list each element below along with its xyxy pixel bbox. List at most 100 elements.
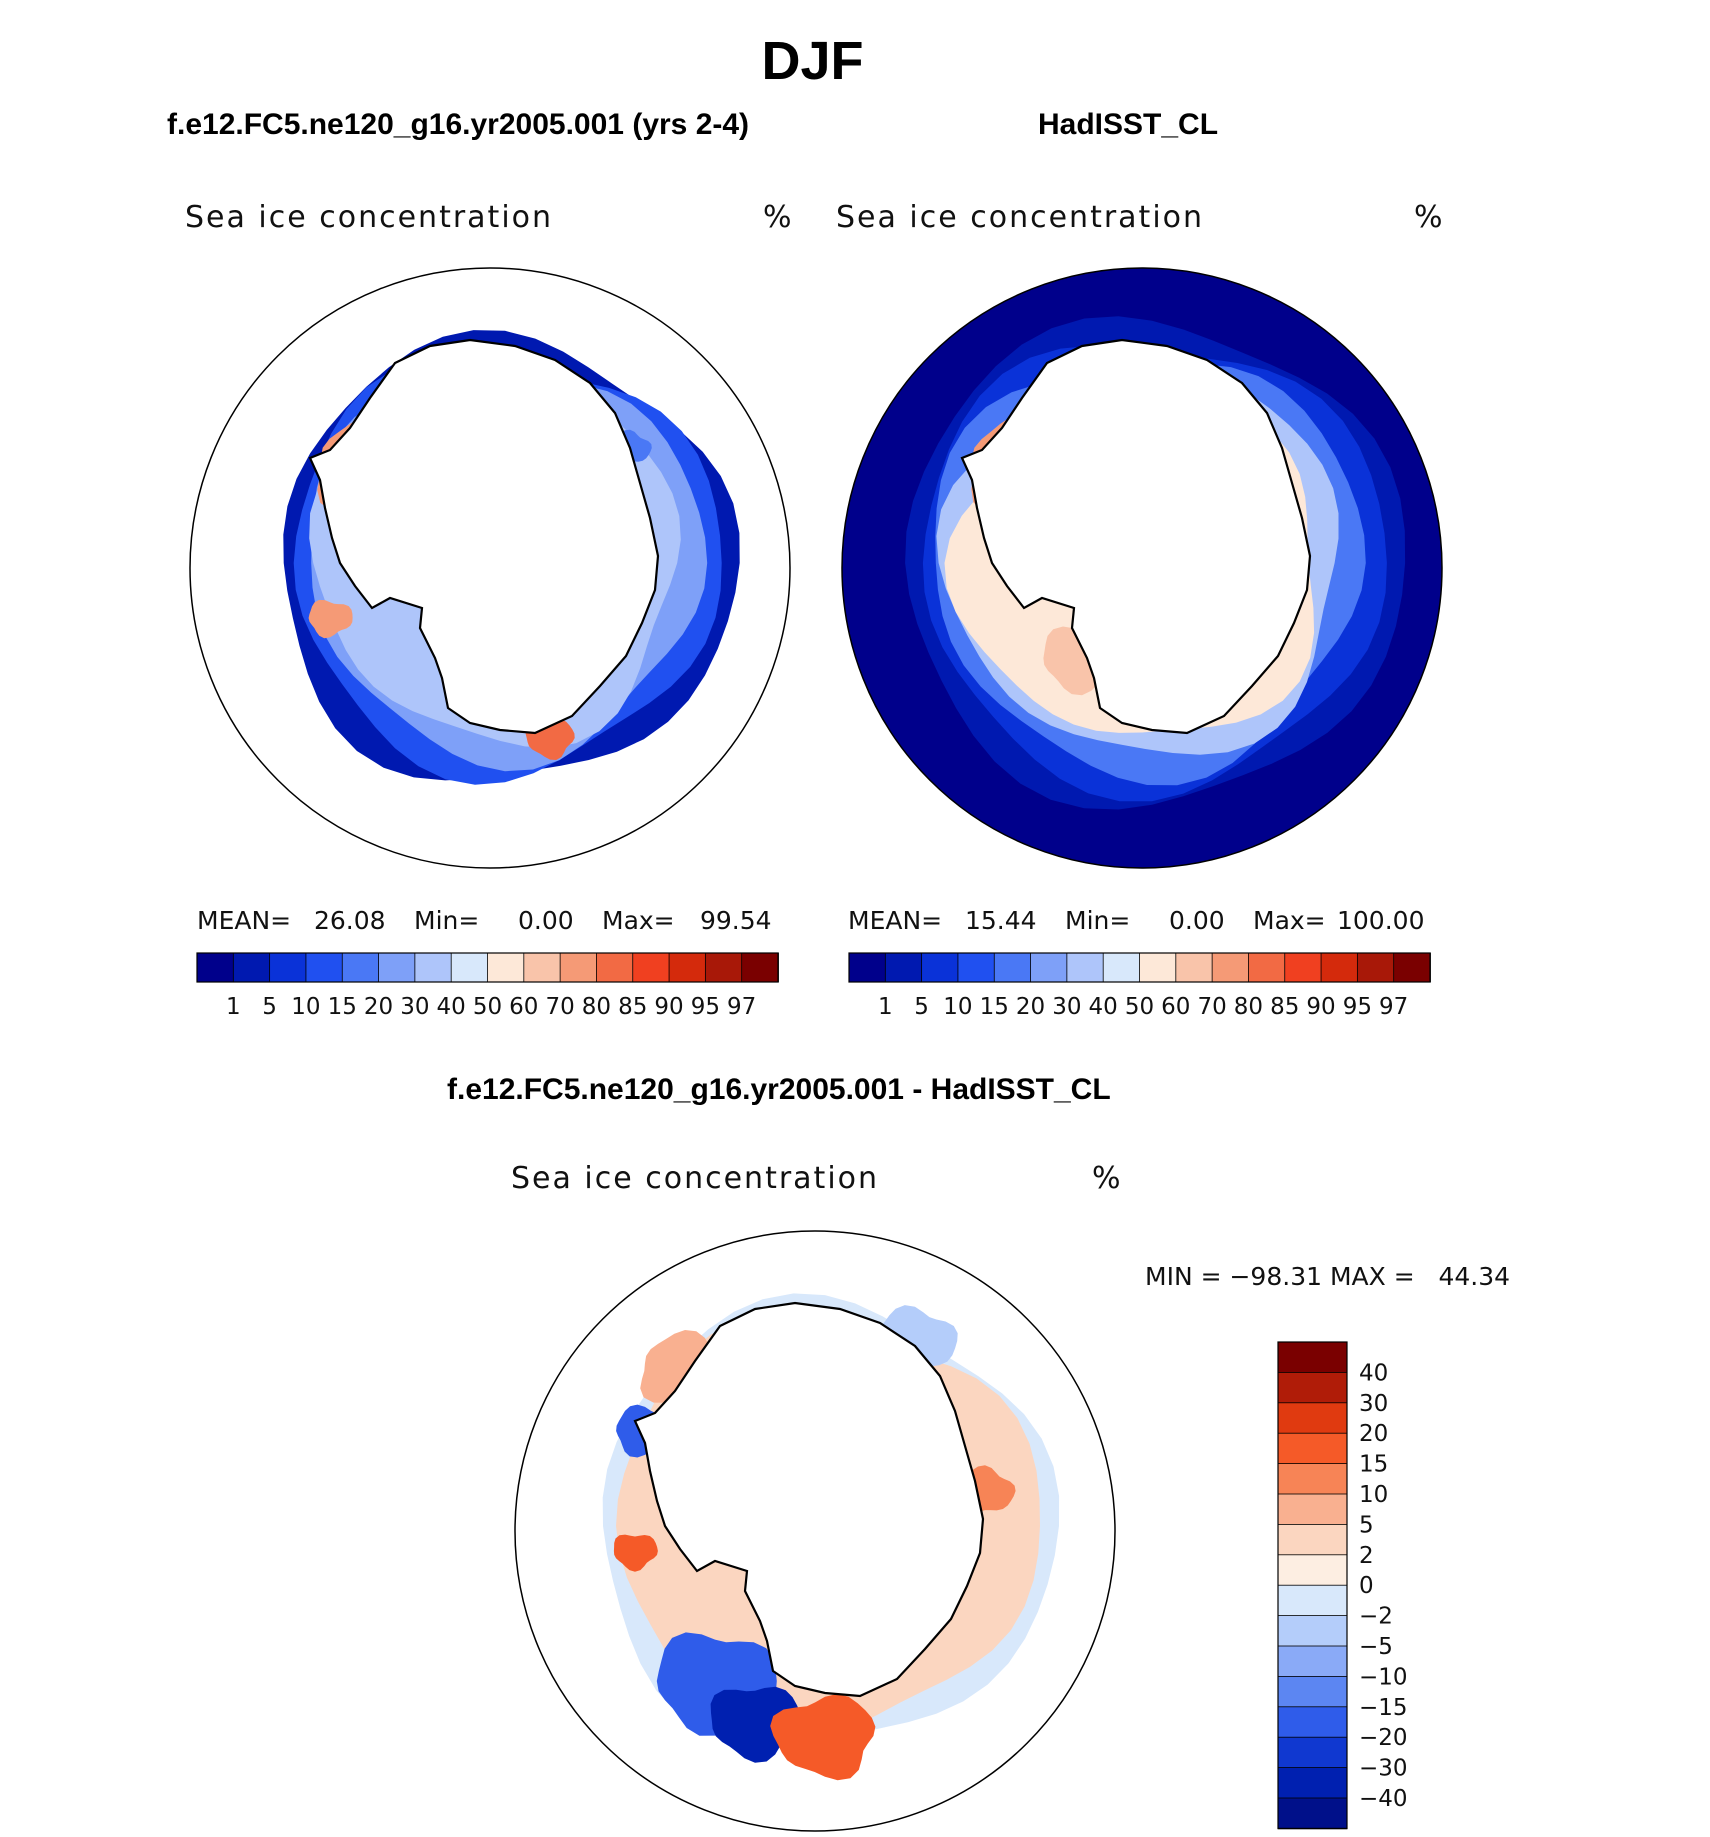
panel-b-max-value: 100.00 (1337, 906, 1425, 935)
panel-b-max-label: Max= (1253, 906, 1326, 935)
colorbar-difference-tick-label: −20 (1359, 1725, 1408, 1751)
colorbar-obs-tick-label: 10 (943, 994, 972, 1020)
diff-minmax: MIN = −98.31 MAX = 44.34 (1145, 1262, 1511, 1291)
colorbar-model-tick-label: 97 (727, 994, 756, 1020)
colorbar-obs-swatch (1102, 952, 1141, 983)
colorbar-difference-swatch (1277, 1645, 1348, 1678)
colorbar-obs-swatch (1175, 952, 1214, 983)
colorbar-model-swatch (487, 952, 525, 983)
antarctica-land (308, 338, 660, 735)
map-obs-outline (841, 267, 1443, 869)
colorbar-model-frame (196, 952, 779, 983)
colorbar-difference-swatch (1277, 1797, 1348, 1830)
colorbar-obs-tick-label: 95 (1343, 994, 1372, 1020)
diff-variable-label: Sea ice concentration (511, 1161, 880, 1196)
colorbar-difference-tick-label: −5 (1359, 1634, 1393, 1660)
colorbar-obs-swatch (848, 952, 887, 983)
colorbar-model-tick-label: 30 (400, 994, 429, 1020)
colorbar-model-swatch (341, 952, 380, 983)
colorbar-obs: 1 5 10 15 20 30 40 50 60 70 80 85 90 95 97 (848, 952, 1431, 1020)
colorbar-difference-swatch (1277, 1432, 1348, 1465)
colorbar-model-tick-label: 95 (691, 994, 720, 1020)
map-overlay (189, 267, 1443, 1832)
colorbar-difference-tick-label: 40 (1359, 1360, 1388, 1386)
colorbar-difference-tick-label: −2 (1359, 1604, 1393, 1630)
colorbar-difference-tick-label: 10 (1359, 1482, 1388, 1508)
panel-b-variable-label: Sea ice concentration (836, 200, 1205, 235)
colorbar-model-swatch (523, 952, 562, 983)
panel-a-title: f.e12.FC5.ne120_g16.yr2005.001 (yrs 2-4) (167, 108, 750, 141)
colorbar-obs-tick-label: 97 (1379, 994, 1408, 1020)
colorbar-obs-swatch (1030, 952, 1068, 983)
colorbar-obs-swatch (1139, 952, 1177, 983)
colorbar-difference-tick-label: 2 (1359, 1543, 1374, 1569)
colorbar-model-swatch (559, 952, 598, 983)
antarctica-land (960, 338, 1312, 735)
colorbar-model-tick-label: 20 (364, 994, 393, 1020)
colorbar-obs-swatch (921, 952, 959, 983)
colorbar-difference-swatch (1277, 1463, 1348, 1495)
panel-a-min-label: Min= (414, 906, 480, 935)
colorbar-model-swatch (196, 952, 235, 983)
colorbar-model-tick-label: 15 (328, 994, 357, 1020)
colorbar-difference-swatch (1277, 1584, 1348, 1617)
colorbar-obs-swatch (957, 952, 996, 983)
panel-a-units-label: % (763, 200, 794, 235)
colorbar-difference-tick-label: −30 (1359, 1756, 1408, 1782)
diff-units-label: % (1092, 1161, 1123, 1196)
colorbar-obs-tick-label: 50 (1125, 994, 1154, 1020)
colorbar-model-swatch (305, 952, 344, 983)
colorbar-difference-swatch (1277, 1736, 1348, 1769)
colorbar-obs-tick-label: 30 (1052, 994, 1081, 1020)
colorbar-obs-swatch (1284, 952, 1322, 983)
panel-b-mean-value: 15.44 (965, 906, 1037, 935)
colorbar-obs-swatch (1211, 952, 1250, 983)
colorbar-difference-tick-label: 5 (1359, 1512, 1374, 1538)
map-difference-outline (514, 1230, 1116, 1832)
colorbar-obs-tick-label: 80 (1234, 994, 1263, 1020)
panel-b-mean-label: MEAN= (848, 906, 943, 935)
colorbar-difference-swatch (1277, 1615, 1348, 1647)
colorbar-difference-tick-label: −10 (1359, 1664, 1408, 1690)
colorbar-model-swatch (269, 952, 307, 983)
colorbar-model-tick-label: 1 (226, 994, 241, 1020)
panel-a-max-value: 99.54 (700, 906, 772, 935)
colorbar-obs-tick-label: 85 (1270, 994, 1299, 1020)
colorbar-obs-tick-label: 20 (1016, 994, 1045, 1020)
colorbar-difference-swatch (1277, 1493, 1348, 1526)
colorbar-obs-swatch (1393, 952, 1431, 983)
colorbar-obs-tick-label: 70 (1197, 994, 1226, 1020)
season-title: DJF (761, 31, 864, 91)
colorbar-obs-tick-label: 15 (980, 994, 1009, 1020)
colorbar-model-swatch (378, 952, 416, 983)
colorbar-model-swatch (232, 952, 271, 983)
colorbar-difference-swatch (1277, 1402, 1348, 1435)
colorbar-difference-swatch (1277, 1767, 1348, 1799)
colorbar-difference-tick-label: 0 (1359, 1573, 1374, 1599)
colorbar-difference-tick-label: 30 (1359, 1391, 1388, 1417)
colorbar-obs-tick-label: 1 (878, 994, 893, 1020)
colorbar-model-tick-label: 80 (582, 994, 611, 1020)
colorbar-obs-swatch (1248, 952, 1286, 983)
colorbar-difference-swatch (1277, 1341, 1348, 1374)
colorbar-model-tick-label: 50 (473, 994, 502, 1020)
diff-peninsula-positive (613, 1534, 658, 1572)
colorbar-model-swatch (632, 952, 670, 983)
colorbar-difference-swatch (1277, 1524, 1348, 1556)
panel-a-variable-label: Sea ice concentration (185, 200, 554, 235)
panel-a-min-value: 0.00 (518, 906, 574, 935)
colorbar-model-tick-label: 90 (654, 994, 683, 1020)
bellingshausen-ice (308, 599, 353, 639)
colorbar-model: 1 5 10 15 20 30 40 50 60 70 80 85 90 95 97 (196, 952, 779, 1020)
colorbar-model-swatch (668, 952, 707, 983)
colorbar-difference-swatch (1277, 1554, 1348, 1587)
colorbar-model-tick-label: 5 (262, 994, 277, 1020)
colorbar-model-swatch (596, 952, 634, 983)
colorbar-obs-swatch (993, 952, 1032, 983)
map-model (190, 268, 790, 868)
colorbar-obs-swatch (1356, 952, 1395, 983)
panel-b-title: HadISST_CL (1038, 108, 1219, 141)
